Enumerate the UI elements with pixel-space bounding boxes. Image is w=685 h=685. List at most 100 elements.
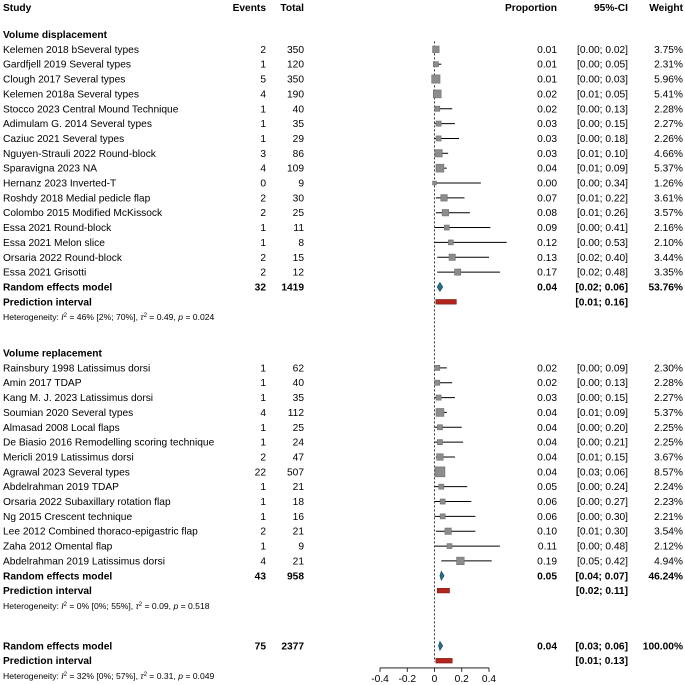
study-proportion: 0.10 [537, 527, 557, 538]
header-weight: Weight [649, 3, 683, 14]
study-events: 1 [260, 119, 266, 130]
heterogeneity-text: Heterogeneity: I2 = 0% [0%; 55%], τ2 = 0… [3, 601, 210, 611]
study-total: 507 [287, 467, 304, 478]
study-ci: [0.00; 0.20] [577, 423, 628, 434]
study-total: 40 [293, 378, 305, 389]
overall-prediction-ci: [0.01; 0.13] [575, 656, 628, 667]
study-square [439, 513, 446, 520]
study-weight: 3.35% [654, 268, 683, 279]
random-effects-events: 32 [255, 282, 267, 293]
prediction-bar [435, 299, 457, 305]
study-square [434, 379, 441, 386]
study-ci: [0.00; 0.27] [577, 497, 628, 508]
study-weight: 2.24% [654, 482, 683, 493]
study-events: 1 [260, 223, 266, 234]
study-square [456, 556, 465, 566]
study-total: 86 [293, 149, 305, 160]
study-proportion: 0.02 [537, 104, 557, 115]
overall-events: 75 [255, 641, 267, 652]
study-weight: 4.94% [654, 556, 683, 567]
study-proportion: 0.19 [537, 556, 557, 567]
study-ci: [0.00; 0.48] [577, 542, 628, 553]
study-proportion: 0.11 [538, 542, 557, 553]
study-weight: 2.21% [654, 512, 683, 523]
study-events: 1 [260, 423, 266, 434]
study-weight: 2.27% [654, 393, 683, 404]
study-proportion: 0.03 [537, 149, 557, 160]
study-proportion: 0.04 [537, 423, 557, 434]
group-title: Volume replacement [3, 349, 102, 360]
prediction-interval-ci: [0.02; 0.11] [576, 586, 628, 597]
study-weight: 2.28% [654, 104, 683, 115]
study-weight: 4.66% [654, 149, 683, 160]
study-proportion: 0.04 [537, 408, 557, 419]
study-total: 35 [293, 119, 305, 130]
study-events: 22 [255, 467, 267, 478]
study-events: 1 [260, 104, 266, 115]
summary-diamond [439, 570, 445, 582]
study-ci: [0.00; 0.24] [577, 482, 628, 493]
overall-random-effects-label: Random effects model [3, 641, 112, 652]
study-weight: 2.25% [654, 423, 683, 434]
study-ci: [0.00; 0.13] [577, 104, 628, 115]
study-square [439, 498, 446, 505]
study-label: Essa 2021 Melon slice [3, 238, 105, 249]
heterogeneity-text: Heterogeneity: I2 = 46% [2%; 70%], τ2 = … [3, 312, 215, 322]
header-proportion: Proportion [505, 3, 557, 14]
study-total: 25 [293, 423, 305, 434]
study-events: 1 [260, 134, 266, 145]
study-ci: [0.01; 0.26] [577, 208, 628, 219]
study-label: Ng 2015 Crescent technique [3, 512, 132, 523]
study-total: 30 [293, 193, 305, 204]
study-total: 40 [293, 104, 305, 115]
study-events: 2 [260, 253, 266, 264]
study-events: 2 [260, 452, 266, 463]
random-effects-total: 958 [287, 571, 304, 582]
random-effects-events: 43 [255, 571, 267, 582]
study-proportion: 0.03 [537, 134, 557, 145]
study-ci: [0.05; 0.42] [577, 556, 628, 567]
study-proportion: 0.08 [537, 208, 557, 219]
study-total: 21 [293, 527, 305, 538]
study-square [434, 149, 443, 158]
study-weight: 3.54% [654, 527, 683, 538]
study-events: 1 [260, 60, 266, 71]
study-proportion: 0.02 [537, 363, 557, 374]
random-effects-label: Random effects model [3, 282, 112, 293]
header-total: Total [280, 3, 304, 14]
study-events: 1 [260, 497, 266, 508]
study-square [431, 74, 441, 84]
study-label: Hernanz 2023 Inverted-T [3, 179, 116, 190]
study-label: Zaha 2012 Omental flap [3, 542, 113, 553]
random-effects-proportion: 0.04 [537, 282, 557, 293]
study-weight: 2.23% [654, 497, 683, 508]
study-proportion: 0.12 [537, 238, 557, 249]
study-total: 35 [293, 393, 305, 404]
prediction-interval-label: Prediction interval [3, 586, 92, 597]
x-axis-tick-label: 0.4 [482, 674, 496, 685]
study-ci: [0.00; 0.02] [577, 45, 628, 56]
study-ci: [0.02; 0.40] [577, 253, 628, 264]
study-square [441, 209, 449, 217]
study-label: Sparavigna 2023 NA [3, 164, 97, 175]
study-ci: [0.00; 0.15] [577, 393, 628, 404]
study-ci: [0.00; 0.30] [577, 512, 628, 523]
study-square [436, 453, 444, 461]
study-weight: 1.26% [654, 179, 683, 190]
study-proportion: 0.00 [537, 179, 557, 190]
study-proportion: 0.04 [537, 467, 557, 478]
study-events: 1 [260, 378, 266, 389]
overall-ci: [0.03; 0.06] [575, 641, 628, 652]
study-ci: [0.00; 0.41] [577, 223, 628, 234]
study-proportion: 0.04 [537, 438, 557, 449]
study-total: 24 [293, 438, 305, 449]
study-square [454, 268, 462, 276]
study-events: 4 [260, 164, 266, 175]
x-axis-tick-label: -0.4 [371, 674, 389, 685]
study-square [444, 527, 452, 535]
study-events: 1 [260, 542, 266, 553]
study-square [432, 89, 442, 99]
study-proportion: 0.02 [537, 378, 557, 389]
study-ci: [0.01; 0.15] [577, 452, 628, 463]
study-total: 47 [293, 452, 305, 463]
